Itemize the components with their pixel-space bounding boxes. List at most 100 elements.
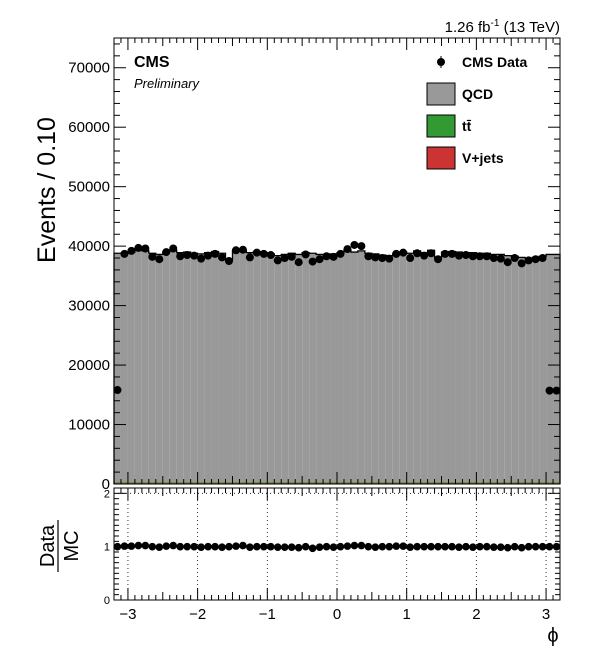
data-point [169, 244, 178, 253]
ratio-point [322, 542, 331, 551]
qcd-bar [295, 254, 303, 482]
ttbar-bar [413, 481, 421, 483]
qcd-bar [532, 257, 540, 482]
ttbar-bar [434, 481, 442, 483]
ratio-point [197, 543, 205, 551]
qcd-bar [490, 254, 498, 482]
data-point [308, 257, 317, 266]
qcd-bar [162, 252, 170, 482]
ttbar-bar [274, 481, 282, 483]
data-point [113, 386, 122, 395]
ttbar-bar [190, 481, 198, 483]
ratio-point [134, 541, 143, 550]
data-point [336, 249, 345, 258]
ttbar-bar [197, 481, 205, 483]
ttbar-bar [357, 481, 365, 483]
ttbar-bar [114, 481, 121, 483]
vjets-bar [169, 482, 177, 484]
qcd-bar [127, 252, 135, 482]
ratio-point [441, 542, 449, 551]
ttbar-bar [253, 481, 261, 483]
ratio-point [406, 543, 414, 551]
ttbar-bar [309, 481, 317, 483]
ttbar-bar [246, 481, 254, 483]
data-point [322, 252, 331, 261]
ratio-point [239, 541, 247, 550]
ratio-point [176, 542, 185, 551]
cms-label: CMS [134, 54, 170, 71]
data-point [392, 249, 401, 258]
data-point [273, 256, 282, 265]
legend-label: tt̄ [462, 118, 472, 134]
ratio-point [483, 542, 491, 551]
vjets-bar [441, 482, 449, 484]
data-point [197, 254, 206, 263]
x-tick-label: 2 [472, 606, 480, 623]
data-point [190, 251, 199, 260]
vjets-bar [539, 482, 547, 484]
ttbar-bar [267, 481, 275, 483]
qcd-bar [399, 252, 407, 482]
ratio-point [434, 542, 442, 551]
ratio-point [552, 542, 561, 551]
data-point [350, 240, 359, 249]
data-point [259, 249, 268, 258]
qcd-bar [148, 253, 156, 482]
legend-swatch [426, 82, 456, 106]
ttbar-bar [469, 481, 477, 483]
qcd-bar [239, 250, 247, 482]
vjets-bar [364, 482, 372, 484]
ratio-point [211, 542, 219, 551]
qcd-bar [504, 255, 512, 482]
ratio-point [448, 542, 456, 551]
lumi-value: 1.26 fb [445, 19, 491, 36]
data-point [204, 251, 213, 260]
data-point [287, 252, 296, 261]
data-point [552, 386, 561, 395]
legend-swatch [426, 146, 456, 170]
ttbar-bar [183, 481, 191, 483]
vjets-bar [406, 482, 414, 484]
data-point [357, 242, 366, 251]
qcd-bar [385, 255, 393, 482]
data-point [211, 249, 220, 258]
qcd-bar [434, 258, 442, 482]
vjets-bar [420, 482, 428, 484]
data-point [238, 245, 247, 254]
vjets-bar [343, 482, 351, 484]
data-point [531, 255, 540, 264]
qcd-bar [176, 252, 184, 482]
vjets-bar [204, 482, 212, 484]
legend-label: V+jets [462, 150, 504, 166]
y-tick-label: 70000 [68, 60, 110, 77]
data-point [162, 248, 171, 257]
qcd-bar [455, 252, 463, 482]
x-axis-title: ϕ [547, 625, 558, 647]
ratio-point [183, 542, 191, 551]
qcd-bar [462, 252, 470, 482]
qcd-bar [420, 252, 428, 482]
data-point [245, 253, 254, 262]
vjets-bar [350, 482, 358, 484]
ttbar-bar [176, 481, 184, 483]
qcd-bar [197, 253, 205, 482]
vjets-bar [162, 482, 170, 484]
ttbar-bar [378, 481, 386, 483]
data-point [524, 256, 533, 265]
ttbar-bar [539, 481, 547, 483]
ttbar-bar [420, 481, 428, 483]
qcd-bar [330, 253, 337, 482]
ratio-point [545, 542, 554, 551]
ratio-point [190, 542, 198, 551]
vjets-bar [330, 482, 337, 484]
qcd-bar [441, 252, 449, 482]
qcd-bar [281, 254, 289, 482]
data-point [364, 252, 373, 261]
ttbar-bar [204, 481, 212, 483]
y-tick-label: 50000 [68, 179, 110, 196]
ttbar-bar [260, 481, 268, 483]
ratio-point [371, 543, 380, 551]
vjets-bar [281, 482, 289, 484]
x-tick-label: 0 [333, 606, 341, 623]
